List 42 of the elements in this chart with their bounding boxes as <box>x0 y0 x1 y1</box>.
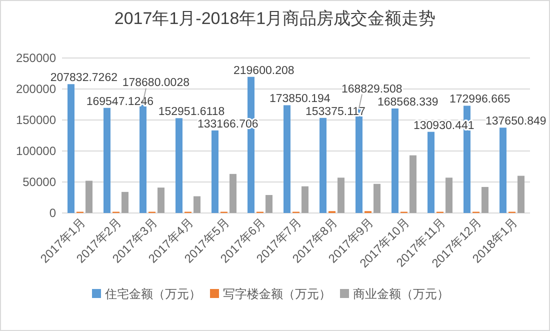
bar <box>392 108 398 213</box>
data-label: 173850.194 <box>270 93 331 106</box>
bar <box>410 155 416 213</box>
y-tick-label: 200000 <box>16 82 56 96</box>
bar <box>518 176 524 213</box>
bar <box>428 132 434 213</box>
legend-label: 商业金额（万元） <box>353 287 449 301</box>
bar <box>86 180 92 213</box>
bar <box>482 186 488 213</box>
bar <box>176 118 182 213</box>
data-label: 137650.849 <box>486 116 546 128</box>
bar <box>338 178 344 213</box>
legend-label: 写字楼金额（万元） <box>223 287 331 301</box>
y-tick-label: 0 <box>49 206 56 220</box>
data-label: 168829.508 <box>342 83 402 96</box>
bar <box>104 108 110 213</box>
data-label: 169547.1246 <box>86 96 154 108</box>
bar <box>68 84 74 213</box>
bar <box>158 188 164 213</box>
data-label: 168568.339 <box>378 96 438 108</box>
bar <box>194 196 200 213</box>
legend-label: 住宅金额（万元） <box>104 287 201 301</box>
bar <box>266 195 272 213</box>
bar <box>446 178 452 213</box>
data-label: 172996.665 <box>450 94 510 106</box>
data-label: 219600.208 <box>234 64 294 77</box>
data-label: 152951.6118 <box>158 106 225 118</box>
bar <box>302 186 308 213</box>
y-tick-label: 50000 <box>22 175 56 189</box>
bar <box>230 174 236 213</box>
data-label: 207832.7262 <box>50 72 118 84</box>
bar <box>320 118 326 213</box>
bar <box>284 105 290 213</box>
data-label: 178680.0028 <box>122 77 190 90</box>
chart-title: 2017年1月-2018年1月商品房成交金额走势 <box>114 9 436 28</box>
bar <box>500 128 506 213</box>
bar <box>212 130 218 213</box>
y-tick-label: 150000 <box>16 113 56 127</box>
y-tick-label: 250000 <box>16 51 56 65</box>
bar <box>122 192 128 213</box>
y-tick-label: 100000 <box>16 144 56 158</box>
bar <box>374 184 380 213</box>
